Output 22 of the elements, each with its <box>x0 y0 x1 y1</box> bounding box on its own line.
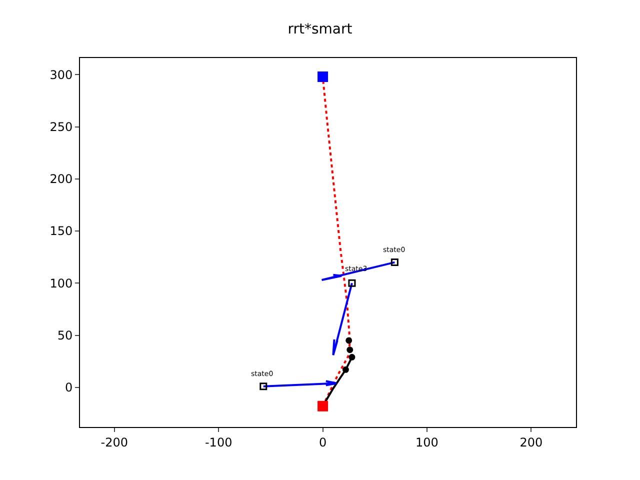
point <box>318 400 328 412</box>
point <box>390 258 398 266</box>
chart-title: rrt*smart <box>288 22 353 38</box>
x-tick-label: -100 <box>204 435 232 450</box>
point <box>346 337 352 344</box>
y-tick-label: 150 <box>50 224 73 238</box>
point <box>348 354 356 360</box>
point <box>342 366 349 373</box>
x-tick-label: 200 <box>520 435 543 450</box>
y-tick-label: 0 <box>64 380 73 395</box>
y-tick-label: 250 <box>50 120 73 134</box>
point <box>346 346 354 354</box>
x-tick-label: 100 <box>416 435 438 450</box>
y-tick-label: 100 <box>50 276 73 290</box>
x-tick-label: -200 <box>100 435 128 450</box>
point <box>318 72 328 82</box>
point <box>260 382 268 390</box>
y-tick-label: 200 <box>50 172 73 186</box>
y-tick-label: 50 <box>57 328 73 342</box>
x-tick-label: 0 <box>318 435 327 450</box>
point <box>348 279 356 287</box>
y-tick-label: 300 <box>50 68 73 82</box>
